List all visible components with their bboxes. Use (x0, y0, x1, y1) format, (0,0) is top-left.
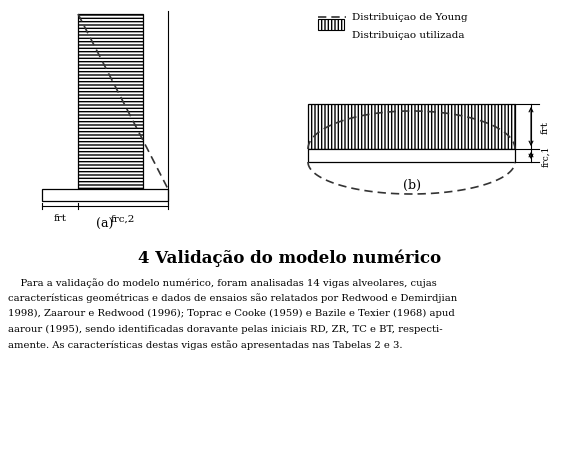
Text: 1998), Zaarour e Redwood (1996); Toprac e Cooke (1959) e Bazile e Texier (1968) : 1998), Zaarour e Redwood (1996); Toprac … (8, 308, 455, 318)
Text: (b): (b) (403, 178, 420, 191)
Text: Distribuiçao de Young: Distribuiçao de Young (352, 13, 467, 22)
Text: (a): (a) (96, 217, 114, 230)
Text: frc,2: frc,2 (111, 214, 135, 223)
Text: Distribuiçao utilizada: Distribuiçao utilizada (352, 31, 465, 40)
Bar (42, 189, 168, 201)
Text: Para a validação do modelo numérico, foram analisadas 14 vigas alveolares, cujas: Para a validação do modelo numérico, for… (8, 277, 437, 287)
Text: frt: frt (53, 214, 67, 223)
Text: 4 Validação do modelo numérico: 4 Validação do modelo numérico (139, 249, 441, 266)
Bar (318, 20, 344, 31)
Text: amente. As características destas vigas estão apresentadas nas Tabelas 2 e 3.: amente. As características destas vigas … (8, 339, 403, 349)
Bar (78, 15, 143, 189)
Bar (308, 150, 515, 163)
Text: aarour (1995), sendo identificadas doravante pelas iniciais RD, ZR, TC e BT, res: aarour (1995), sendo identificadas dorav… (8, 324, 443, 333)
Bar (308, 105, 515, 150)
Text: frc,1: frc,1 (541, 145, 550, 167)
Text: características geométricas e dados de ensaios são relatados por Redwood e Demir: características geométricas e dados de e… (8, 293, 457, 303)
Text: frt: frt (541, 121, 550, 134)
